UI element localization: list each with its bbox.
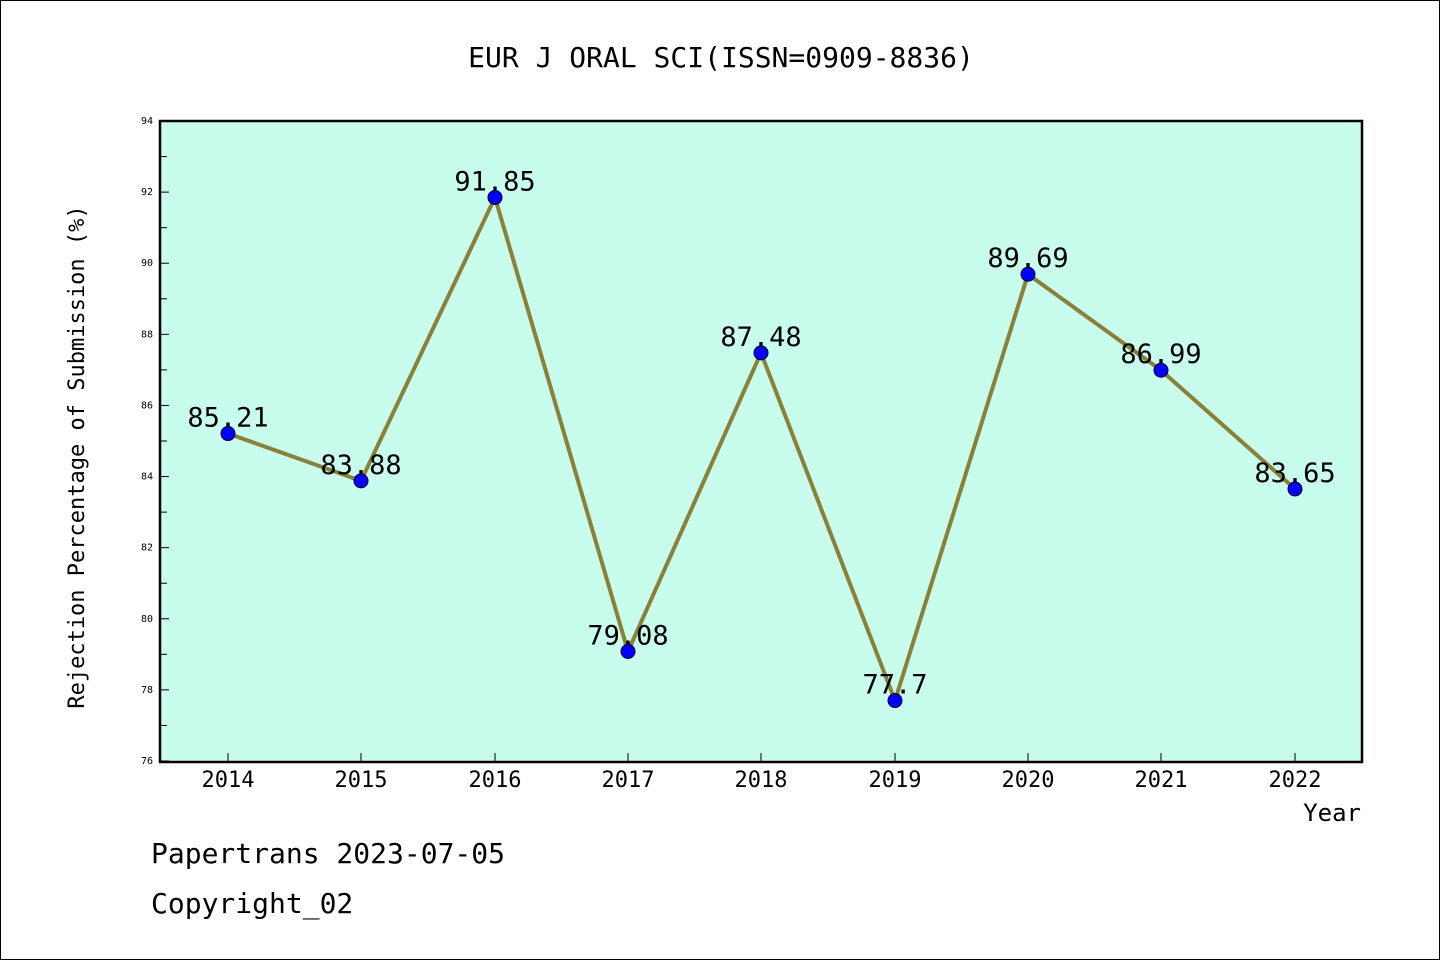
data-label: 89.69 [987, 243, 1068, 274]
y-axis: 76 78 80 82 84 86 88 90 92 94 [141, 116, 169, 767]
data-label: 83.65 [1254, 458, 1335, 489]
data-point [1020, 266, 1036, 282]
x-axis-label: Year [1303, 799, 1361, 827]
footer-copyright: Copyright_02 [151, 887, 354, 920]
data-label: 85.21 [187, 403, 268, 434]
data-point [1153, 362, 1169, 378]
x-tick-label: 2017 [602, 768, 655, 793]
data-point [620, 643, 636, 659]
x-tick-label: 2018 [735, 768, 788, 793]
y-tick-label: 84 [141, 472, 153, 483]
y-tick-label: 80 [141, 614, 153, 625]
data-series [220, 189, 1303, 709]
chart-title: EUR J ORAL SCI(ISSN=0909-8836) [468, 41, 974, 74]
data-point [487, 189, 503, 205]
y-tick-label: 94 [141, 116, 153, 127]
plot-area [158, 119, 1364, 764]
x-tick-label: 2022 [1269, 768, 1322, 793]
y-tick-label: 78 [141, 685, 153, 696]
x-tick-label: 2016 [469, 768, 522, 793]
footer-date: Papertrans 2023-07-05 [151, 837, 506, 870]
data-point [1287, 481, 1303, 497]
y-tick-label: 90 [141, 258, 153, 269]
x-tick-label: 2014 [202, 768, 255, 793]
data-labels: 85.21 83.88 91.85 79.08 87.48 77.7 89.69 86.99 8… [187, 166, 1335, 700]
y-axis-label: Rejection Percentage of Submission (%) [65, 205, 90, 708]
y-tick-label: 86 [141, 400, 153, 411]
data-label: 87.48 [720, 322, 801, 353]
data-label: 91.85 [454, 166, 535, 197]
x-axis: 2014 2015 2016 2017 2018 2019 2020 2021 2022 [202, 753, 1322, 793]
data-point [353, 473, 369, 489]
x-tick-label: 2020 [1002, 768, 1055, 793]
y-tick-label: 82 [141, 543, 153, 554]
x-tick-label: 2015 [335, 768, 388, 793]
y-tick-label: 88 [141, 329, 153, 340]
data-label: 79.08 [587, 620, 668, 651]
data-point [753, 345, 769, 361]
y-tick-label: 92 [141, 187, 153, 198]
data-label: 77.7 [862, 670, 927, 701]
y-tick-label: 76 [141, 756, 153, 767]
data-label: 86.99 [1120, 339, 1201, 370]
x-tick-label: 2021 [1135, 768, 1188, 793]
x-tick-label: 2019 [869, 768, 922, 793]
data-point [887, 693, 903, 709]
data-label: 83.88 [320, 450, 401, 481]
data-point [220, 426, 236, 442]
